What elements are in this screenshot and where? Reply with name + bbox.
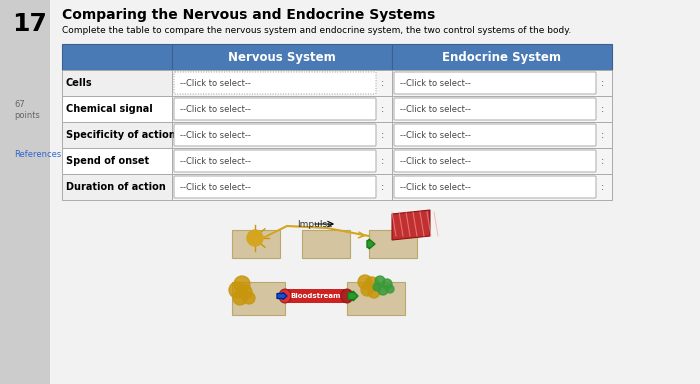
Circle shape [243, 292, 255, 304]
Text: 17: 17 [12, 12, 47, 36]
Bar [62, 122, 172, 148]
Bar [392, 44, 612, 70]
Bar [302, 230, 350, 258]
Circle shape [361, 284, 373, 296]
Circle shape [386, 285, 394, 293]
FancyArrow shape [367, 239, 375, 249]
Bar [172, 44, 392, 70]
Text: Endocrine System: Endocrine System [442, 51, 561, 63]
Circle shape [247, 230, 263, 246]
Bar [172, 148, 392, 174]
Ellipse shape [341, 289, 353, 303]
Text: Complete the table to compare the nervous system and endocrine system, the two c: Complete the table to compare the nervou… [62, 26, 571, 35]
Text: Duration of action: Duration of action [66, 182, 166, 192]
Circle shape [229, 282, 245, 298]
Bar [62, 148, 172, 174]
Text: --Click to select--: --Click to select-- [400, 131, 471, 139]
Text: :: : [380, 104, 384, 114]
FancyBboxPatch shape [394, 176, 596, 198]
Bar [172, 70, 392, 96]
FancyArrow shape [277, 293, 287, 300]
Text: Bloodstream: Bloodstream [290, 293, 341, 299]
Text: :: : [380, 182, 384, 192]
Text: --Click to select--: --Click to select-- [180, 157, 251, 166]
Text: --Click to select--: --Click to select-- [180, 104, 251, 114]
FancyArrow shape [348, 291, 358, 301]
Circle shape [375, 276, 385, 286]
FancyBboxPatch shape [394, 150, 596, 172]
Text: :: : [601, 182, 603, 192]
Text: 67
points: 67 points [14, 100, 40, 120]
Ellipse shape [279, 289, 291, 303]
Text: --Click to select--: --Click to select-- [180, 78, 251, 88]
Text: --Click to select--: --Click to select-- [180, 182, 251, 192]
FancyBboxPatch shape [394, 98, 596, 120]
Text: :: : [380, 130, 384, 140]
Text: --Click to select--: --Click to select-- [400, 104, 471, 114]
Text: --Click to select--: --Click to select-- [400, 182, 471, 192]
Bar [62, 174, 172, 200]
Text: Cells: Cells [66, 78, 92, 88]
Bar [232, 282, 285, 315]
Circle shape [238, 285, 252, 299]
Bar [232, 230, 280, 258]
Circle shape [233, 291, 247, 305]
Circle shape [234, 276, 250, 292]
Text: Spend of onset: Spend of onset [66, 156, 149, 166]
Bar [392, 148, 612, 174]
FancyBboxPatch shape [174, 124, 376, 146]
Bar [369, 230, 417, 258]
Bar [62, 96, 172, 122]
Text: :: : [601, 104, 603, 114]
FancyBboxPatch shape [174, 150, 376, 172]
Polygon shape [392, 210, 430, 240]
Bar [62, 44, 172, 70]
Circle shape [365, 277, 379, 291]
Text: :: : [380, 78, 384, 88]
Text: Comparing the Nervous and Endocrine Systems: Comparing the Nervous and Endocrine Syst… [62, 8, 435, 22]
Text: References: References [14, 150, 62, 159]
Text: Nervous System: Nervous System [228, 51, 336, 63]
FancyBboxPatch shape [394, 72, 596, 94]
Bar [347, 282, 405, 315]
FancyBboxPatch shape [174, 98, 376, 120]
Bar [285, 289, 347, 303]
Text: Impulse: Impulse [297, 220, 332, 229]
Text: --Click to select--: --Click to select-- [400, 78, 471, 88]
Text: --Click to select--: --Click to select-- [400, 157, 471, 166]
FancyBboxPatch shape [394, 124, 596, 146]
Bar [392, 96, 612, 122]
Bar [392, 122, 612, 148]
Bar [62, 70, 172, 96]
Circle shape [368, 286, 380, 298]
Text: :: : [380, 156, 384, 166]
Circle shape [373, 283, 381, 291]
Circle shape [382, 279, 392, 289]
Text: :: : [601, 78, 603, 88]
FancyBboxPatch shape [174, 72, 376, 94]
FancyBboxPatch shape [174, 176, 376, 198]
Bar [392, 70, 612, 96]
Text: :: : [601, 130, 603, 140]
Bar [172, 122, 392, 148]
Circle shape [358, 275, 372, 289]
Circle shape [378, 285, 388, 295]
Text: Specificity of action: Specificity of action [66, 130, 176, 140]
Bar [392, 174, 612, 200]
Bar [172, 96, 392, 122]
Text: :: : [601, 156, 603, 166]
Bar [172, 174, 392, 200]
Text: Chemical signal: Chemical signal [66, 104, 153, 114]
Text: --Click to select--: --Click to select-- [180, 131, 251, 139]
